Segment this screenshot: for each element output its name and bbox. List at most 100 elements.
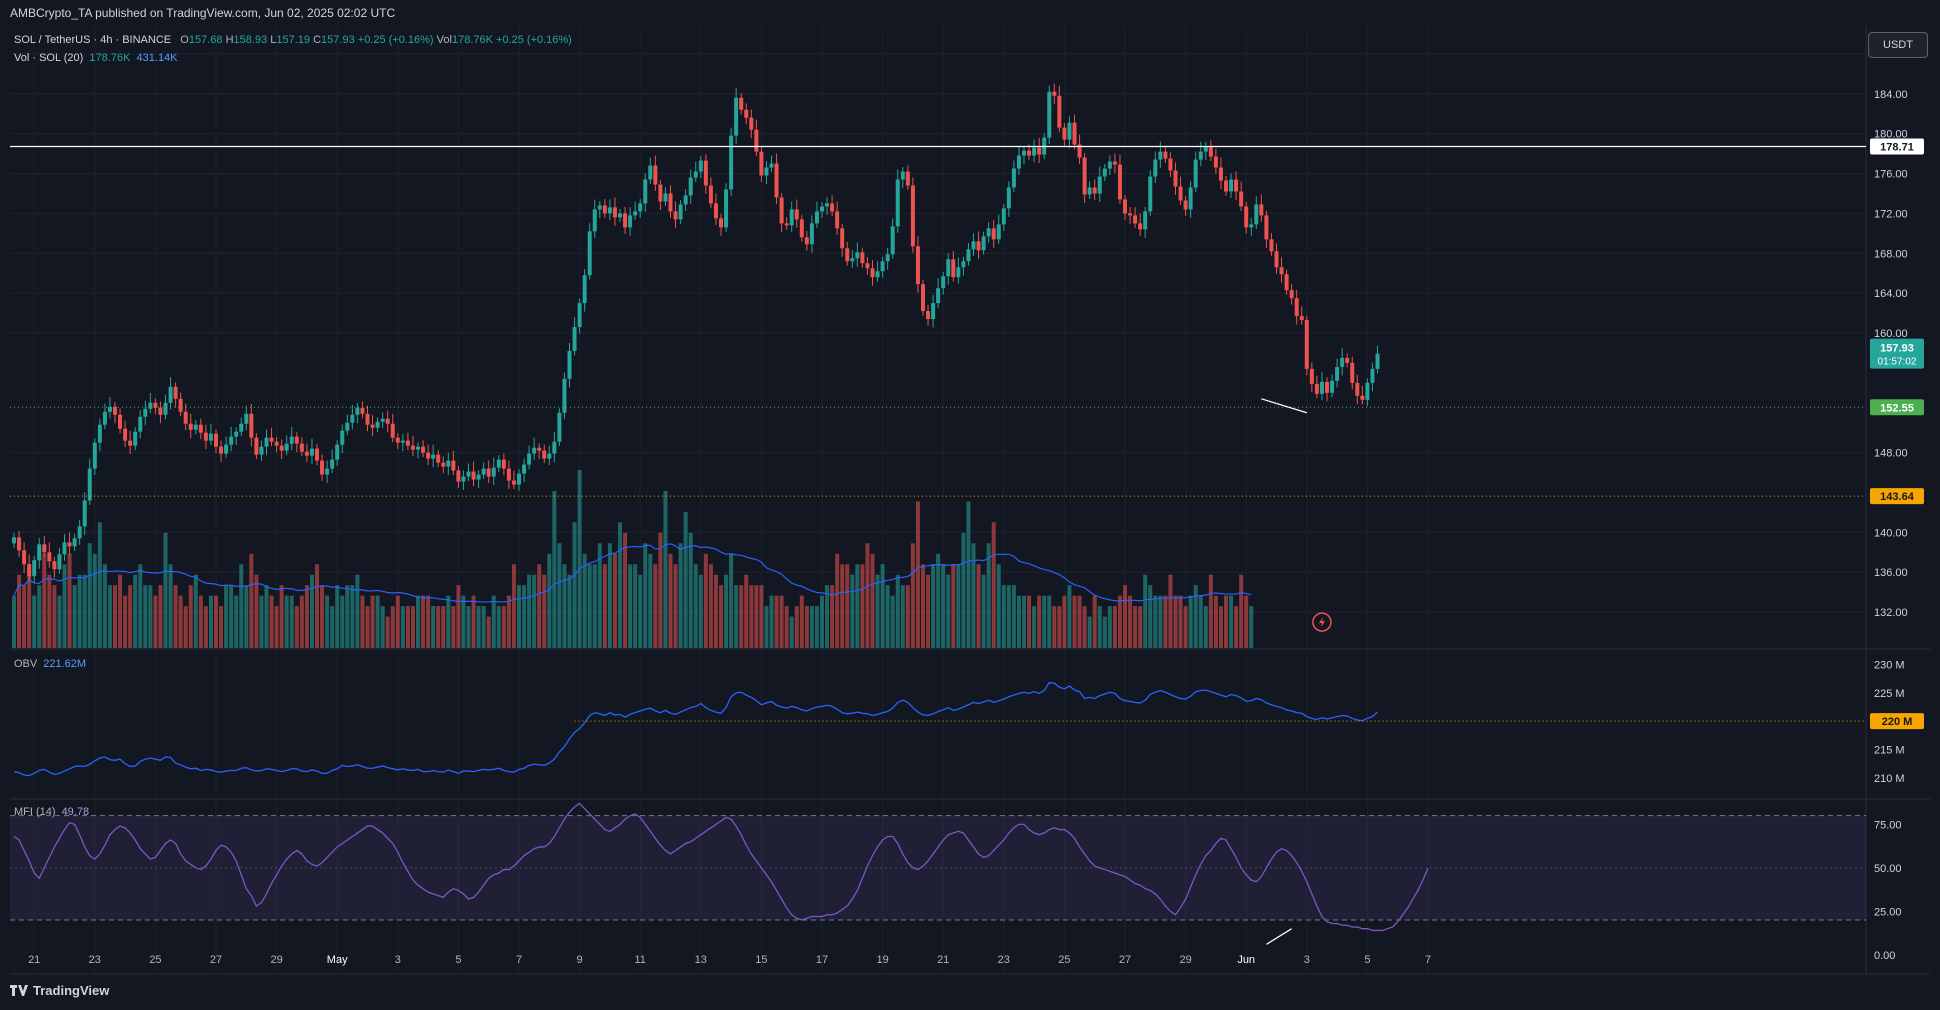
obv-label[interactable]: OBV [14, 658, 38, 670]
candle-body [1365, 382, 1370, 400]
high-label: H [225, 34, 234, 46]
candle-body [1082, 157, 1087, 195]
volume-bar [1193, 585, 1198, 648]
candle-body [1022, 150, 1026, 156]
obv-axis-tick: 210 M [1874, 773, 1905, 785]
volume-bar [52, 585, 57, 648]
volume-bar [77, 574, 82, 648]
time-axis-tick: 25 [1058, 954, 1070, 966]
volume-bar [628, 564, 633, 648]
candle-body [1138, 223, 1143, 230]
volume-bar [895, 574, 900, 648]
candle-body [744, 109, 749, 118]
candle-body [234, 431, 239, 437]
candle-body [855, 252, 860, 259]
volume-bar [254, 574, 259, 648]
time-axis-tick: 15 [755, 954, 767, 966]
candle-body [804, 237, 809, 245]
volume-bar [22, 585, 27, 648]
volume-bar [1087, 616, 1092, 648]
volume-bar [1057, 606, 1062, 648]
candle-body [405, 440, 410, 446]
volume-bar [214, 595, 218, 648]
volume-bar [12, 595, 16, 648]
volume-bar [1148, 585, 1153, 648]
volume-bar [1208, 574, 1213, 648]
candle-body [1011, 168, 1016, 188]
volume-bar [168, 564, 173, 648]
volume-bar [456, 585, 461, 648]
candle-body [1148, 176, 1153, 212]
candle-body [259, 446, 264, 455]
mfi-label[interactable]: MFI (14) [14, 806, 56, 818]
candle-body [931, 303, 936, 320]
candle-body [1345, 357, 1350, 363]
candle-body [799, 219, 804, 238]
candle-body [441, 462, 446, 467]
last-price-label: 157.93 [1880, 343, 1914, 355]
volume-bar [890, 595, 895, 648]
last-price-bg [1870, 338, 1924, 369]
mfi-line [13, 802, 1429, 932]
volume-bar [719, 585, 723, 648]
volume-bar [623, 532, 628, 648]
volume-bar [764, 606, 769, 648]
alert-lightning-icon[interactable] [1312, 612, 1332, 632]
candle-body [1193, 159, 1198, 188]
candle-body [1052, 91, 1057, 96]
volume-indicator-name[interactable]: Vol · SOL (20) [14, 52, 84, 64]
candle-body [1319, 381, 1324, 394]
candle-body [537, 447, 542, 451]
volume-bar [915, 501, 920, 648]
candle-body [1062, 127, 1067, 140]
mfi-axis-tick: 75.00 [1874, 819, 1902, 831]
candle-body [703, 160, 708, 186]
candle-body [961, 261, 966, 268]
volume-bar [138, 564, 143, 648]
time-axis-tick: 23 [89, 954, 101, 966]
candle-body [698, 160, 703, 172]
symbol-label[interactable]: SOL / TetherUS · 4h · BINANCE [14, 34, 172, 46]
tradingview-logo[interactable]: TradingView [10, 983, 109, 998]
candle-body [148, 402, 153, 409]
candle-body [1213, 156, 1218, 168]
volume-bar [143, 585, 148, 648]
volume-bar [830, 585, 835, 648]
volume-bar [567, 574, 572, 648]
volume-bar [350, 585, 355, 648]
candle-body [1370, 368, 1375, 383]
volume-bar [794, 606, 799, 648]
candle-body [102, 411, 107, 425]
candle-body [1143, 211, 1148, 230]
candle-body [1360, 395, 1365, 400]
volume-legend: Vol · SOL (20) 178.76K 431.14K [14, 52, 178, 64]
candle-body [1087, 187, 1092, 195]
volume-bar [956, 564, 961, 648]
volume-bar [1011, 585, 1016, 648]
volume-bar [370, 595, 375, 648]
volume-bar [754, 585, 759, 648]
volume-ma-line [13, 543, 1252, 603]
obv-level-label-bg [1870, 713, 1924, 730]
volume-bar [259, 595, 264, 648]
volume-bar [607, 543, 612, 648]
price-divergence-line [1261, 398, 1307, 414]
volume-bar [562, 564, 567, 648]
price-change: +0.25 (+0.16%) [357, 34, 434, 46]
currency-button[interactable]: USDT [1868, 32, 1928, 58]
candle-body [193, 424, 198, 430]
candle-body [1325, 381, 1329, 393]
volume-bar [658, 532, 663, 648]
candle-body [905, 171, 910, 186]
volume-bar [390, 606, 395, 648]
volume-bar [734, 585, 739, 648]
candle-body [951, 259, 956, 278]
volume-bar [234, 595, 239, 648]
time-axis-tick: 11 [634, 954, 645, 966]
volume-bar [1138, 606, 1143, 648]
volume-bar [1072, 595, 1077, 648]
volume-bar [557, 543, 562, 648]
candle-body [1123, 199, 1127, 214]
volume-bar [471, 595, 476, 648]
